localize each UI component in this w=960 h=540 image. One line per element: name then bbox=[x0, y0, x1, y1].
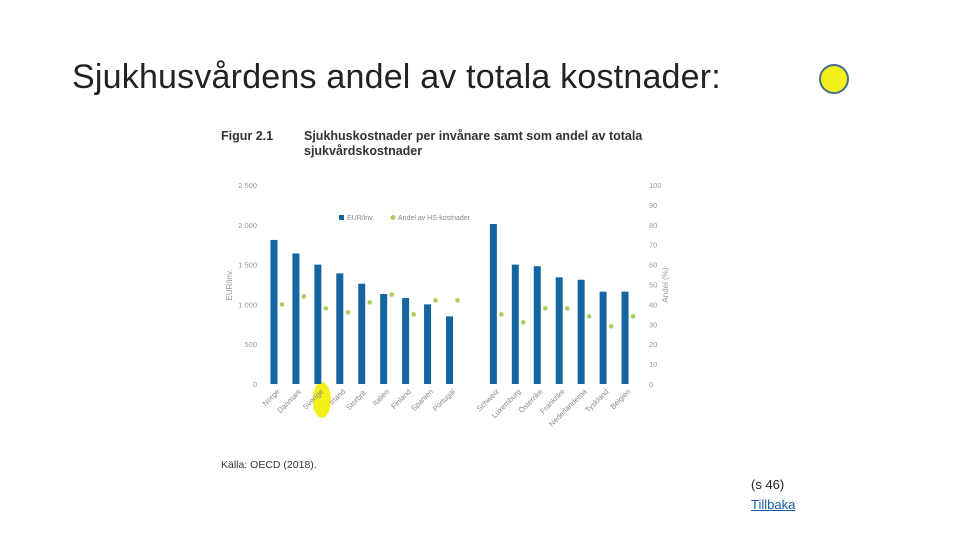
legend-bar-swatch bbox=[339, 215, 344, 220]
y-right-tick-label: 30 bbox=[649, 320, 657, 329]
y-right-tick-label: 90 bbox=[649, 201, 657, 210]
share-point bbox=[586, 314, 592, 319]
bar bbox=[621, 291, 629, 384]
bar bbox=[577, 279, 585, 384]
y-left-tick-label: 2 500 bbox=[238, 181, 257, 190]
page-reference: (s 46) bbox=[751, 477, 785, 492]
slide-title: Sjukhusvårdens andel av totala kostnader… bbox=[72, 58, 721, 96]
bar bbox=[336, 273, 344, 384]
bar bbox=[402, 298, 410, 384]
y-right-tick-label: 40 bbox=[649, 300, 657, 309]
bar bbox=[599, 291, 607, 384]
bar bbox=[555, 277, 563, 384]
y-right-tick-label: 10 bbox=[649, 360, 657, 369]
share-point bbox=[279, 302, 285, 307]
bar bbox=[292, 253, 300, 384]
bar bbox=[446, 316, 453, 384]
bar bbox=[380, 294, 388, 384]
share-point bbox=[389, 292, 394, 297]
y-right-tick-label: 20 bbox=[649, 340, 657, 349]
y-left-axis-title: EUR/inv. bbox=[225, 270, 234, 301]
share-point bbox=[608, 323, 614, 329]
highlight-dot-icon bbox=[819, 64, 849, 94]
share-point bbox=[521, 320, 526, 325]
y-right-tick-label: 70 bbox=[649, 241, 657, 250]
y-left-tick-label: 2 000 bbox=[238, 221, 257, 230]
category-tick-label: Belgien bbox=[608, 387, 632, 411]
figure-source: Källa: OECD (2018). bbox=[221, 459, 317, 471]
category-tick-label: Portugal bbox=[431, 387, 457, 413]
bar bbox=[511, 264, 519, 384]
bar bbox=[314, 264, 322, 384]
back-link[interactable]: Tillbaka bbox=[751, 497, 796, 512]
y-right-tick-label: 50 bbox=[649, 281, 657, 290]
bar bbox=[270, 239, 278, 384]
figure-label: Figur 2.1 bbox=[221, 129, 274, 143]
share-point bbox=[564, 306, 570, 311]
category-tick-label: Spanien bbox=[409, 387, 435, 413]
share-point bbox=[630, 314, 636, 319]
bar bbox=[358, 283, 366, 384]
bar bbox=[489, 224, 497, 384]
share-point bbox=[411, 312, 416, 317]
category-tick-label: Storbrit. bbox=[344, 387, 369, 412]
y-left-tick-label: 1 500 bbox=[238, 261, 257, 270]
category-tick-label: Danmark bbox=[275, 387, 303, 415]
y-right-tick-label: 80 bbox=[649, 221, 657, 230]
bar bbox=[424, 304, 432, 384]
y-right-tick-label: 0 bbox=[649, 380, 653, 389]
category-highlight bbox=[312, 382, 331, 418]
y-right-axis-title: Andel (%) bbox=[661, 267, 670, 302]
share-point bbox=[433, 298, 438, 303]
legend-point-label: Andel av HS-kostnader bbox=[398, 215, 471, 222]
share-point bbox=[542, 306, 548, 311]
y-left-tick-label: 0 bbox=[253, 380, 257, 389]
y-left-tick-label: 1 000 bbox=[238, 300, 257, 309]
category-tick-label: Irland bbox=[328, 387, 348, 407]
share-point bbox=[455, 298, 460, 303]
legend-point-swatch bbox=[390, 215, 396, 220]
share-point bbox=[367, 300, 373, 305]
share-point bbox=[323, 306, 329, 311]
category-tick-label: Tyskland bbox=[583, 387, 610, 414]
bar bbox=[533, 266, 541, 384]
figure-caption: Sjukhuskostnader per invånare samt som a… bbox=[304, 129, 643, 158]
y-right-tick-label: 60 bbox=[649, 261, 657, 270]
legend-bar-label: EUR/inv. bbox=[347, 215, 374, 222]
share-point bbox=[301, 294, 307, 299]
share-point bbox=[499, 312, 504, 317]
share-point bbox=[345, 310, 351, 315]
y-right-tick-label: 100 bbox=[649, 181, 662, 190]
y-left-tick-label: 500 bbox=[244, 340, 257, 349]
